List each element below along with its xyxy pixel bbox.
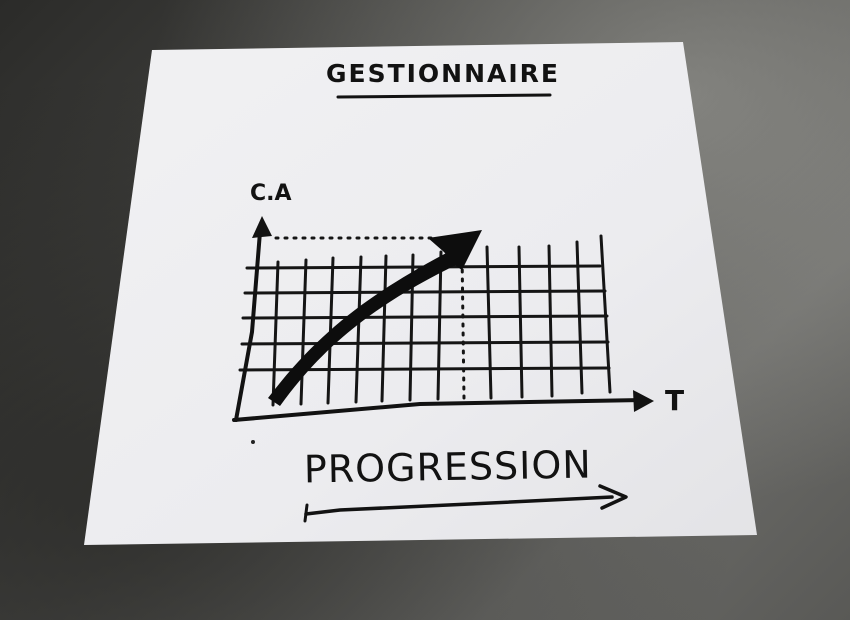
stray-pen-mark <box>251 440 255 444</box>
growth-arrow-head <box>428 230 482 270</box>
y-axis <box>234 230 262 422</box>
caption-arrow-head <box>598 484 628 510</box>
sheet-title: GESTIONNAIRE <box>326 59 560 88</box>
y-axis-label: C.A <box>250 181 292 206</box>
x-axis-label: T <box>665 384 684 417</box>
y-axis-arrowhead <box>252 216 272 238</box>
progression-caption: PROGRESSION <box>303 442 592 491</box>
growth-arrow-body <box>268 250 458 406</box>
caption-arrow-line <box>304 495 614 516</box>
x-axis-arrowhead <box>633 390 654 412</box>
caption-arrow-tick <box>303 503 309 523</box>
x-axis <box>232 398 642 422</box>
title-underline <box>336 93 552 99</box>
dotted-guides <box>274 236 466 400</box>
